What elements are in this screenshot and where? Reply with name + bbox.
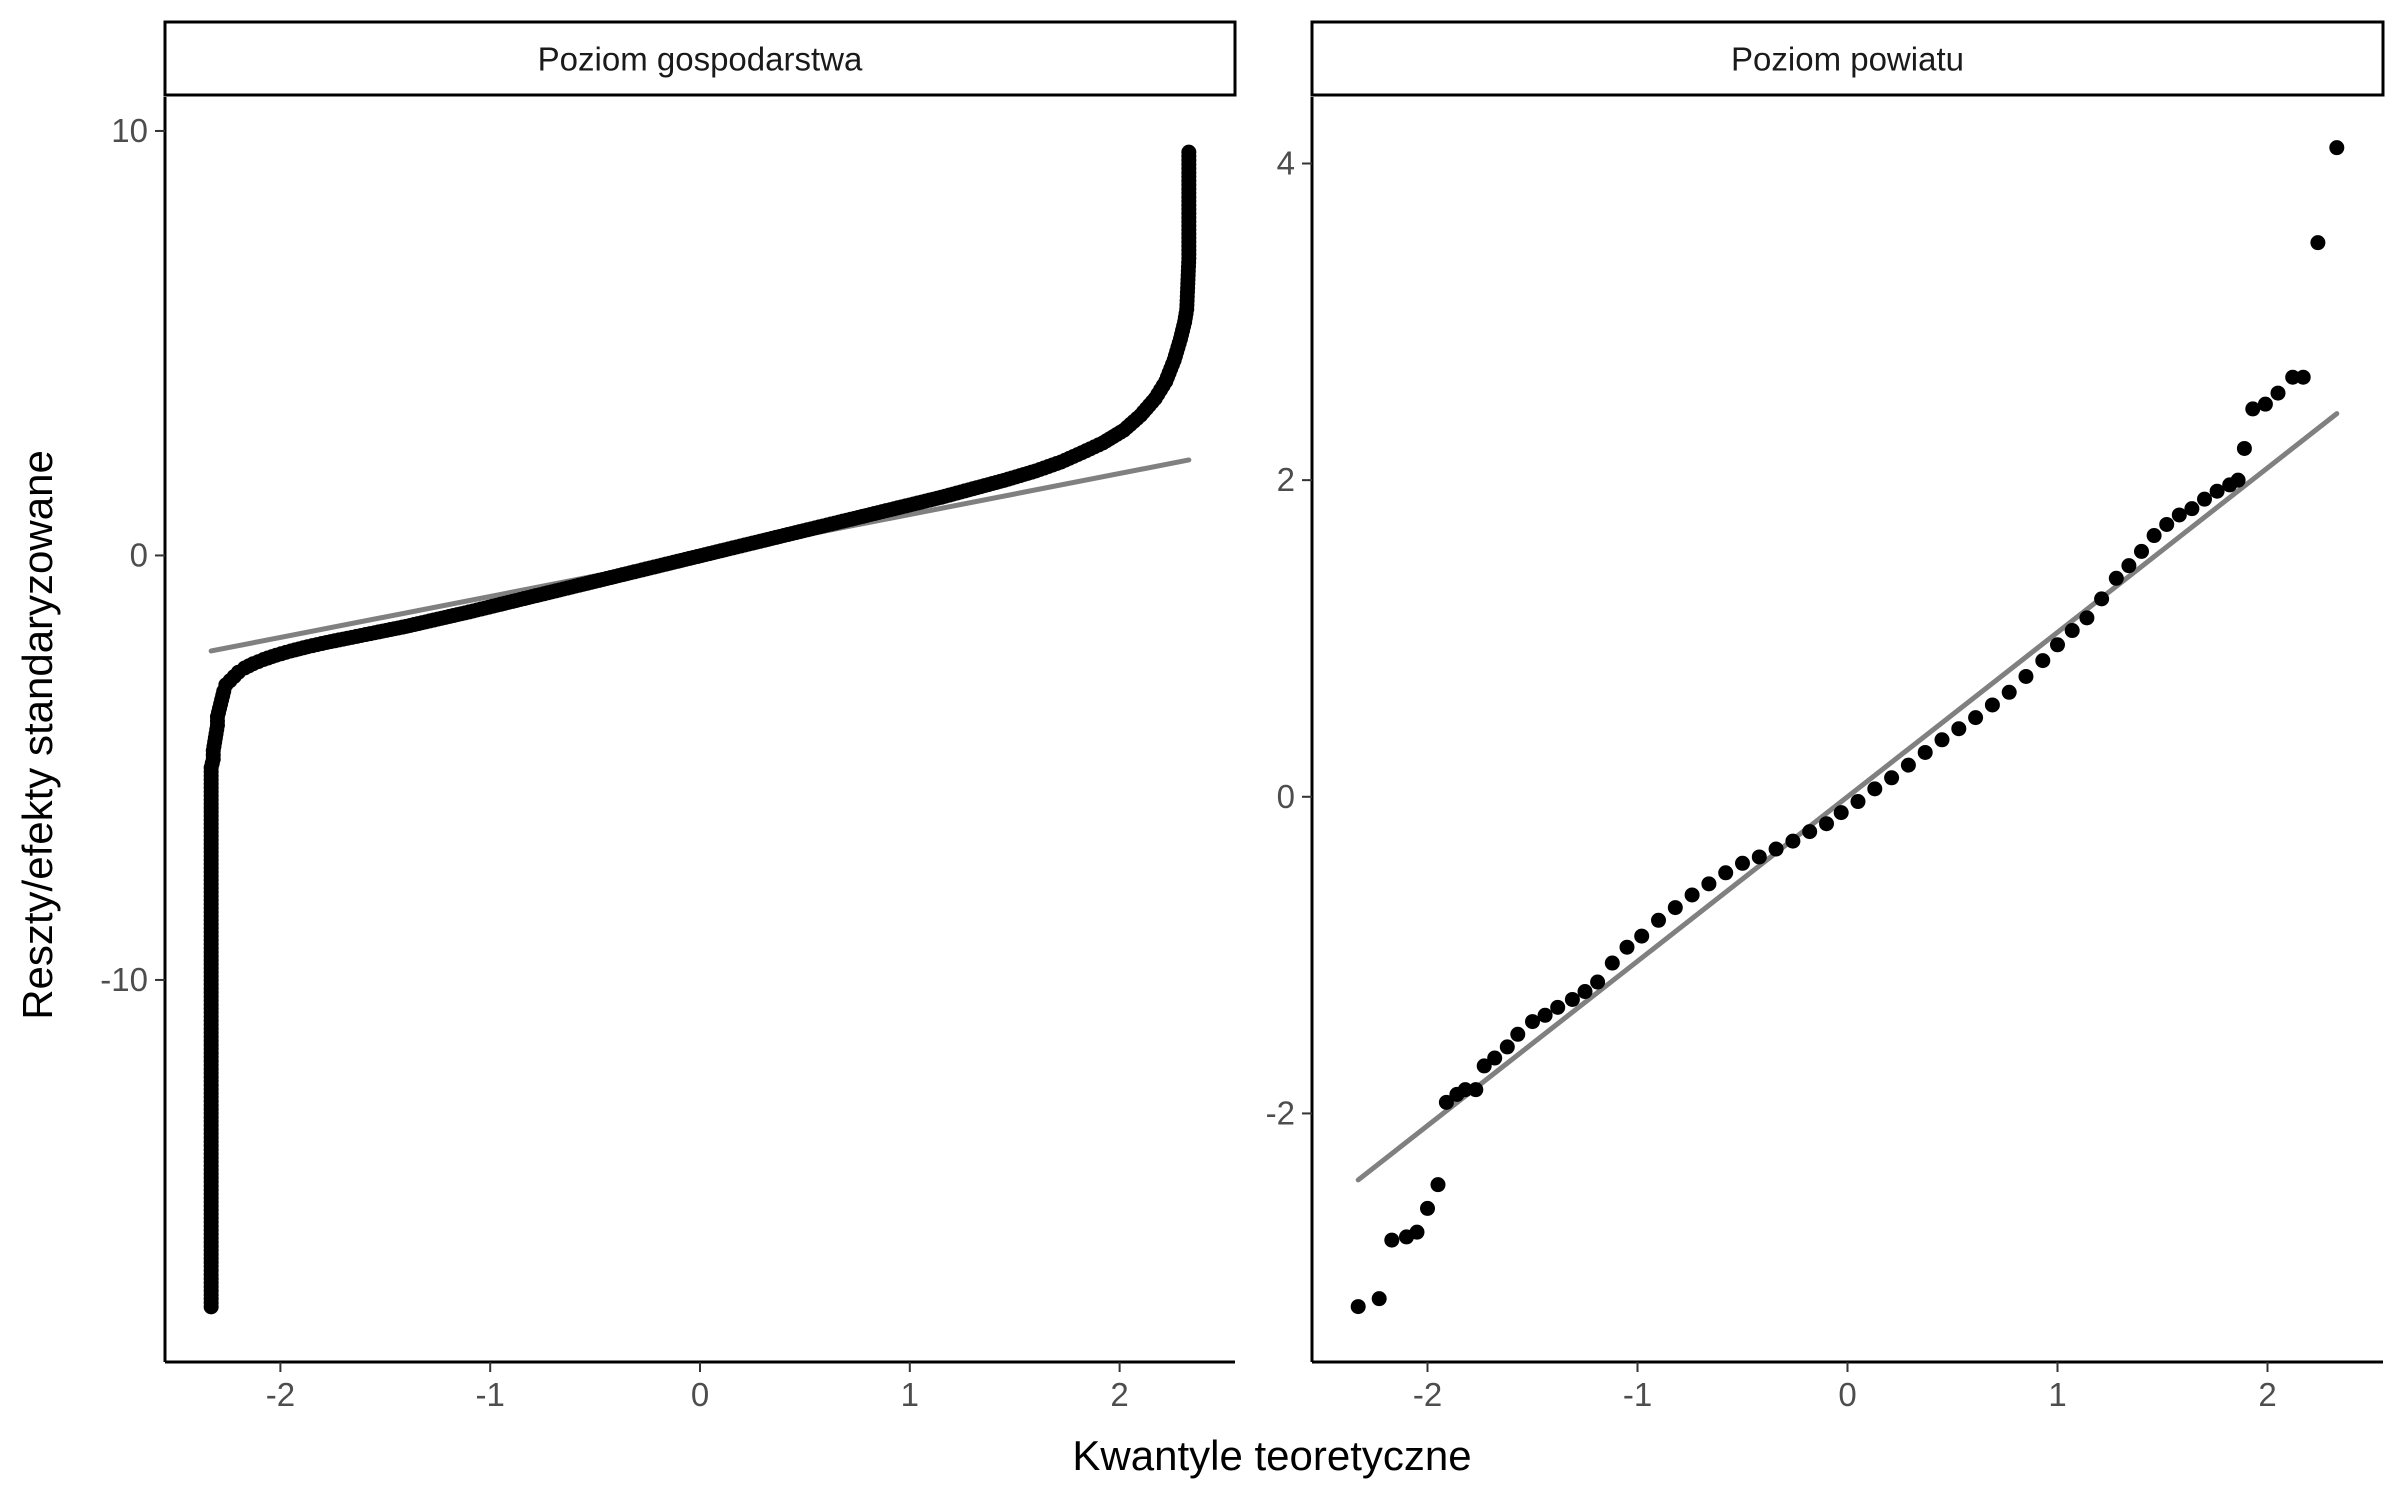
- data-point: [2230, 472, 2246, 488]
- data-point: [2270, 385, 2286, 401]
- data-point: [1751, 849, 1767, 865]
- data-point: [2245, 401, 2261, 417]
- data-point: [2134, 543, 2149, 559]
- data-point: [1564, 991, 1580, 1007]
- y-axis-title: Reszty/efekty standaryzowane: [14, 450, 61, 1020]
- data-point: [2035, 653, 2051, 669]
- facet-strip: [163, 20, 1237, 97]
- y-tick-label: 4: [1277, 144, 1295, 181]
- data-point: [1430, 1177, 1446, 1193]
- data-point: [1619, 939, 1635, 955]
- data-point: [2285, 369, 2301, 385]
- data-point: [1457, 1082, 1473, 1098]
- data-point: [1590, 974, 1606, 990]
- data-point: [1667, 900, 1683, 916]
- data-point: [1651, 912, 1666, 928]
- data-point: [1984, 697, 2000, 713]
- x-tick-label: -1: [476, 1376, 505, 1413]
- data-point: [1850, 794, 1866, 810]
- data-point: [1802, 824, 1818, 840]
- data-point: [2121, 558, 2137, 574]
- y-tick-label: 0: [130, 536, 148, 573]
- data-point: [1350, 1299, 1366, 1315]
- data-point: [1525, 1014, 1540, 1030]
- data-point: [2064, 623, 2080, 639]
- data-point: [2001, 684, 2017, 700]
- data-point: [2108, 570, 2124, 586]
- data-point: [1577, 984, 1593, 1000]
- panel-county-level: Poziom powiatu -2 -1 0 1 2 -2 0 2 4: [1266, 20, 2385, 1413]
- x-tick-label: -2: [1413, 1376, 1442, 1413]
- data-point: [1701, 876, 1717, 892]
- data-point: [1510, 1026, 1526, 1042]
- y-tick-label: -10: [100, 961, 148, 998]
- data-point: [1867, 781, 1883, 797]
- data-point: [1550, 999, 1566, 1015]
- data-point: [2018, 668, 2034, 684]
- data-point: [2197, 491, 2212, 507]
- y-tick-label: 10: [111, 112, 148, 149]
- x-tick-label: 1: [2048, 1376, 2066, 1413]
- data-point: [1468, 1082, 1484, 1098]
- x-tick-label: 1: [901, 1376, 919, 1413]
- x-axis-title: Kwantyle teoretyczne: [1072, 1432, 1471, 1479]
- data-point: [1819, 816, 1834, 832]
- x-tick-label: 0: [1838, 1376, 1856, 1413]
- facet-strip: [1310, 20, 2385, 97]
- x-tick-label: -2: [266, 1376, 295, 1413]
- data-point: [1604, 955, 1620, 971]
- data-point: [2079, 610, 2095, 626]
- data-point: [1420, 1200, 1435, 1216]
- data-point: [1371, 1291, 1387, 1307]
- x-tick-label: 2: [1110, 1376, 1128, 1413]
- data-point: [2050, 637, 2065, 653]
- data-point: [2159, 516, 2175, 532]
- data-point: [2209, 483, 2225, 499]
- data-point: [2184, 501, 2200, 517]
- data-point: [2329, 140, 2345, 156]
- data-point: [1384, 1232, 1400, 1248]
- data-point: [1785, 833, 1801, 849]
- data-point: [1718, 865, 1734, 881]
- data-point: [1917, 744, 1933, 760]
- data-point: [1537, 1007, 1553, 1023]
- y-tick-label: 2: [1277, 461, 1295, 498]
- data-point: [1181, 144, 1197, 160]
- data-point: [1768, 841, 1784, 857]
- data-point: [1934, 732, 1950, 748]
- reference-line: [1355, 411, 2340, 1183]
- data-point: [1951, 721, 1967, 737]
- y-tick-label: -2: [1266, 1094, 1295, 1131]
- data-point: [1634, 928, 1650, 944]
- x-tick-label: -1: [1623, 1376, 1652, 1413]
- data-point: [1735, 855, 1750, 871]
- facet-strip-label: Poziom powiatu: [1731, 41, 1964, 78]
- data-point: [1833, 805, 1849, 821]
- data-point: [2236, 440, 2252, 456]
- data-point: [1968, 710, 1984, 726]
- data-point: [1487, 1050, 1503, 1066]
- facet-strip-label: Poziom gospodarstwa: [538, 41, 863, 78]
- x-tick-label: 2: [2258, 1376, 2276, 1413]
- data-point: [1884, 770, 1900, 786]
- data-point: [2295, 369, 2311, 385]
- data-point: [2257, 396, 2273, 412]
- data-point: [2094, 591, 2110, 607]
- data-point: [2171, 507, 2187, 523]
- data-point: [2310, 235, 2326, 251]
- data-point: [1900, 757, 1916, 773]
- data-point: [1476, 1058, 1492, 1074]
- data-point: [1438, 1094, 1454, 1110]
- x-tick-label: 0: [691, 1376, 709, 1413]
- data-point: [1409, 1224, 1425, 1240]
- data-point: [1684, 887, 1700, 903]
- data-point: [2146, 528, 2162, 544]
- y-tick-label: 0: [1277, 778, 1295, 815]
- data-point: [1499, 1039, 1515, 1055]
